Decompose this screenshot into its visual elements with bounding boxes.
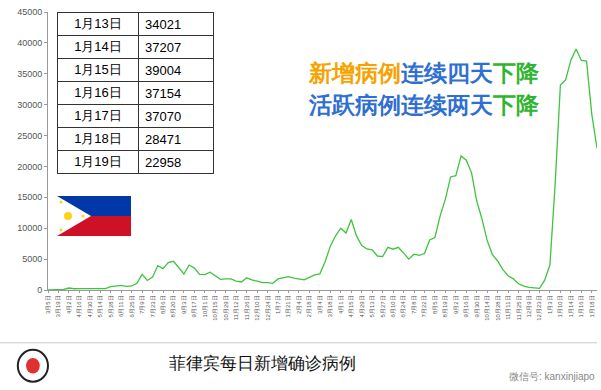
html-text:1月16日: 1月16日 [74,85,122,100]
svg-text:4月2日: 4月2日 [66,295,72,314]
svg-text:10月1日: 10月1日 [202,295,208,317]
svg-text:35000: 35000 [17,69,42,79]
svg-text:活跃病例连续两天下降: 活跃病例连续两天下降 [308,92,540,118]
svg-text:3月5日: 3月5日 [45,295,51,314]
svg-text:12月9日: 12月9日 [526,295,532,317]
svg-text:3月18日: 3月18日 [327,295,333,317]
svg-text:8月20日: 8月20日 [170,295,176,317]
svg-text:20000: 20000 [17,162,42,172]
svg-text:5000: 5000 [22,254,42,264]
svg-text:0: 0 [37,285,42,295]
svg-text:1月10日: 1月10日 [557,295,563,317]
svg-text:45000: 45000 [17,7,42,17]
svg-text:11月12日: 11月12日 [233,295,239,320]
svg-text:10000: 10000 [17,223,42,233]
svg-text:2月4日: 2月4日 [296,295,302,314]
svg-text:25000: 25000 [17,131,42,141]
svg-text:4月29日: 4月29日 [359,295,365,317]
svg-text:15000: 15000 [17,192,42,202]
html-text:28471: 28471 [145,131,182,147]
svg-text:10月15日: 10月15日 [212,295,218,320]
svg-text:3月4日: 3月4日 [317,295,323,314]
svg-text:10月28日: 10月28日 [495,295,501,320]
svg-text:9月17日: 9月17日 [191,295,197,317]
html-text:37070: 37070 [145,108,182,124]
svg-text:1月3日: 1月3日 [547,295,553,314]
html-text:1月19日: 1月19日 [74,154,122,169]
svg-text:11月11日: 11月11日 [505,295,511,319]
svg-text:8月6日: 8月6日 [160,295,166,314]
svg-text:12月10日: 12月10日 [254,295,260,320]
html-text:1月14日: 1月14日 [74,39,122,54]
html-text:1月15日: 1月15日 [74,62,122,77]
svg-text:12月23日: 12月23日 [536,295,542,320]
html-text:37207: 37207 [145,39,182,55]
svg-text:5月14日: 5月14日 [97,295,103,317]
svg-text:2月18日: 2月18日 [306,295,312,317]
svg-text:4月16日: 4月16日 [76,295,82,317]
svg-text:9月30日: 9月30日 [474,295,480,317]
html-text:1月17日: 1月17日 [74,108,122,123]
svg-text:6月10日: 6月10日 [390,295,396,317]
svg-text:微信号: kanxinjiapo: 微信号: kanxinjiapo [509,371,595,382]
svg-text:10月29日: 10月29日 [223,295,229,320]
svg-text:1月21日: 1月21日 [285,295,291,317]
svg-text:40000: 40000 [17,38,42,48]
svg-text:7月23日: 7月23日 [150,295,156,317]
svg-text:1月18日: 1月18日 [589,295,595,317]
svg-text:11月26日: 11月26日 [244,295,250,320]
html-text:37154: 37154 [145,85,182,101]
svg-text:8月19日: 8月19日 [442,295,448,317]
svg-text:5月13日: 5月13日 [369,295,375,317]
html-text:1月18日: 1月18日 [74,131,122,146]
svg-text:12月24日: 12月24日 [265,295,271,320]
svg-text:7月8日: 7月8日 [411,295,417,314]
svg-text:7月9日: 7月9日 [139,295,145,314]
svg-text:6月25日: 6月25日 [129,295,135,317]
svg-text:1月14日: 1月14日 [568,295,574,317]
svg-text:6月24日: 6月24日 [400,295,406,317]
svg-text:4月15日: 4月15日 [348,295,354,317]
html-text:1月13日: 1月13日 [74,16,122,31]
svg-text:菲律宾每日新增确诊病例: 菲律宾每日新增确诊病例 [169,354,356,373]
svg-text:6月11日: 6月11日 [118,295,124,317]
svg-text:3月19日: 3月19日 [55,295,61,317]
svg-text:9月3日: 9月3日 [181,295,187,314]
svg-text:4月1日: 4月1日 [338,295,344,314]
svg-text:10月14日: 10月14日 [484,295,490,320]
svg-text:4月30日: 4月30日 [87,295,93,317]
svg-text:5月28日: 5月28日 [108,295,114,317]
svg-text:9月16日: 9月16日 [463,295,469,317]
svg-text:1月16日: 1月16日 [578,295,584,317]
svg-text:8月5日: 8月5日 [432,295,438,314]
svg-text:9月2日: 9月2日 [453,295,459,314]
svg-text:1月7日: 1月7日 [275,295,281,314]
svg-text:新增病例连续四天下降: 新增病例连续四天下降 [308,60,540,86]
svg-text:30000: 30000 [17,100,42,110]
svg-text:11月25日: 11月25日 [516,295,522,320]
svg-text:7月22日: 7月22日 [421,295,427,317]
html-text:34021: 34021 [145,16,182,32]
html-text:22958: 22958 [145,154,182,170]
html-text:39004: 39004 [145,62,182,78]
svg-text:5月27日: 5月27日 [380,295,386,317]
